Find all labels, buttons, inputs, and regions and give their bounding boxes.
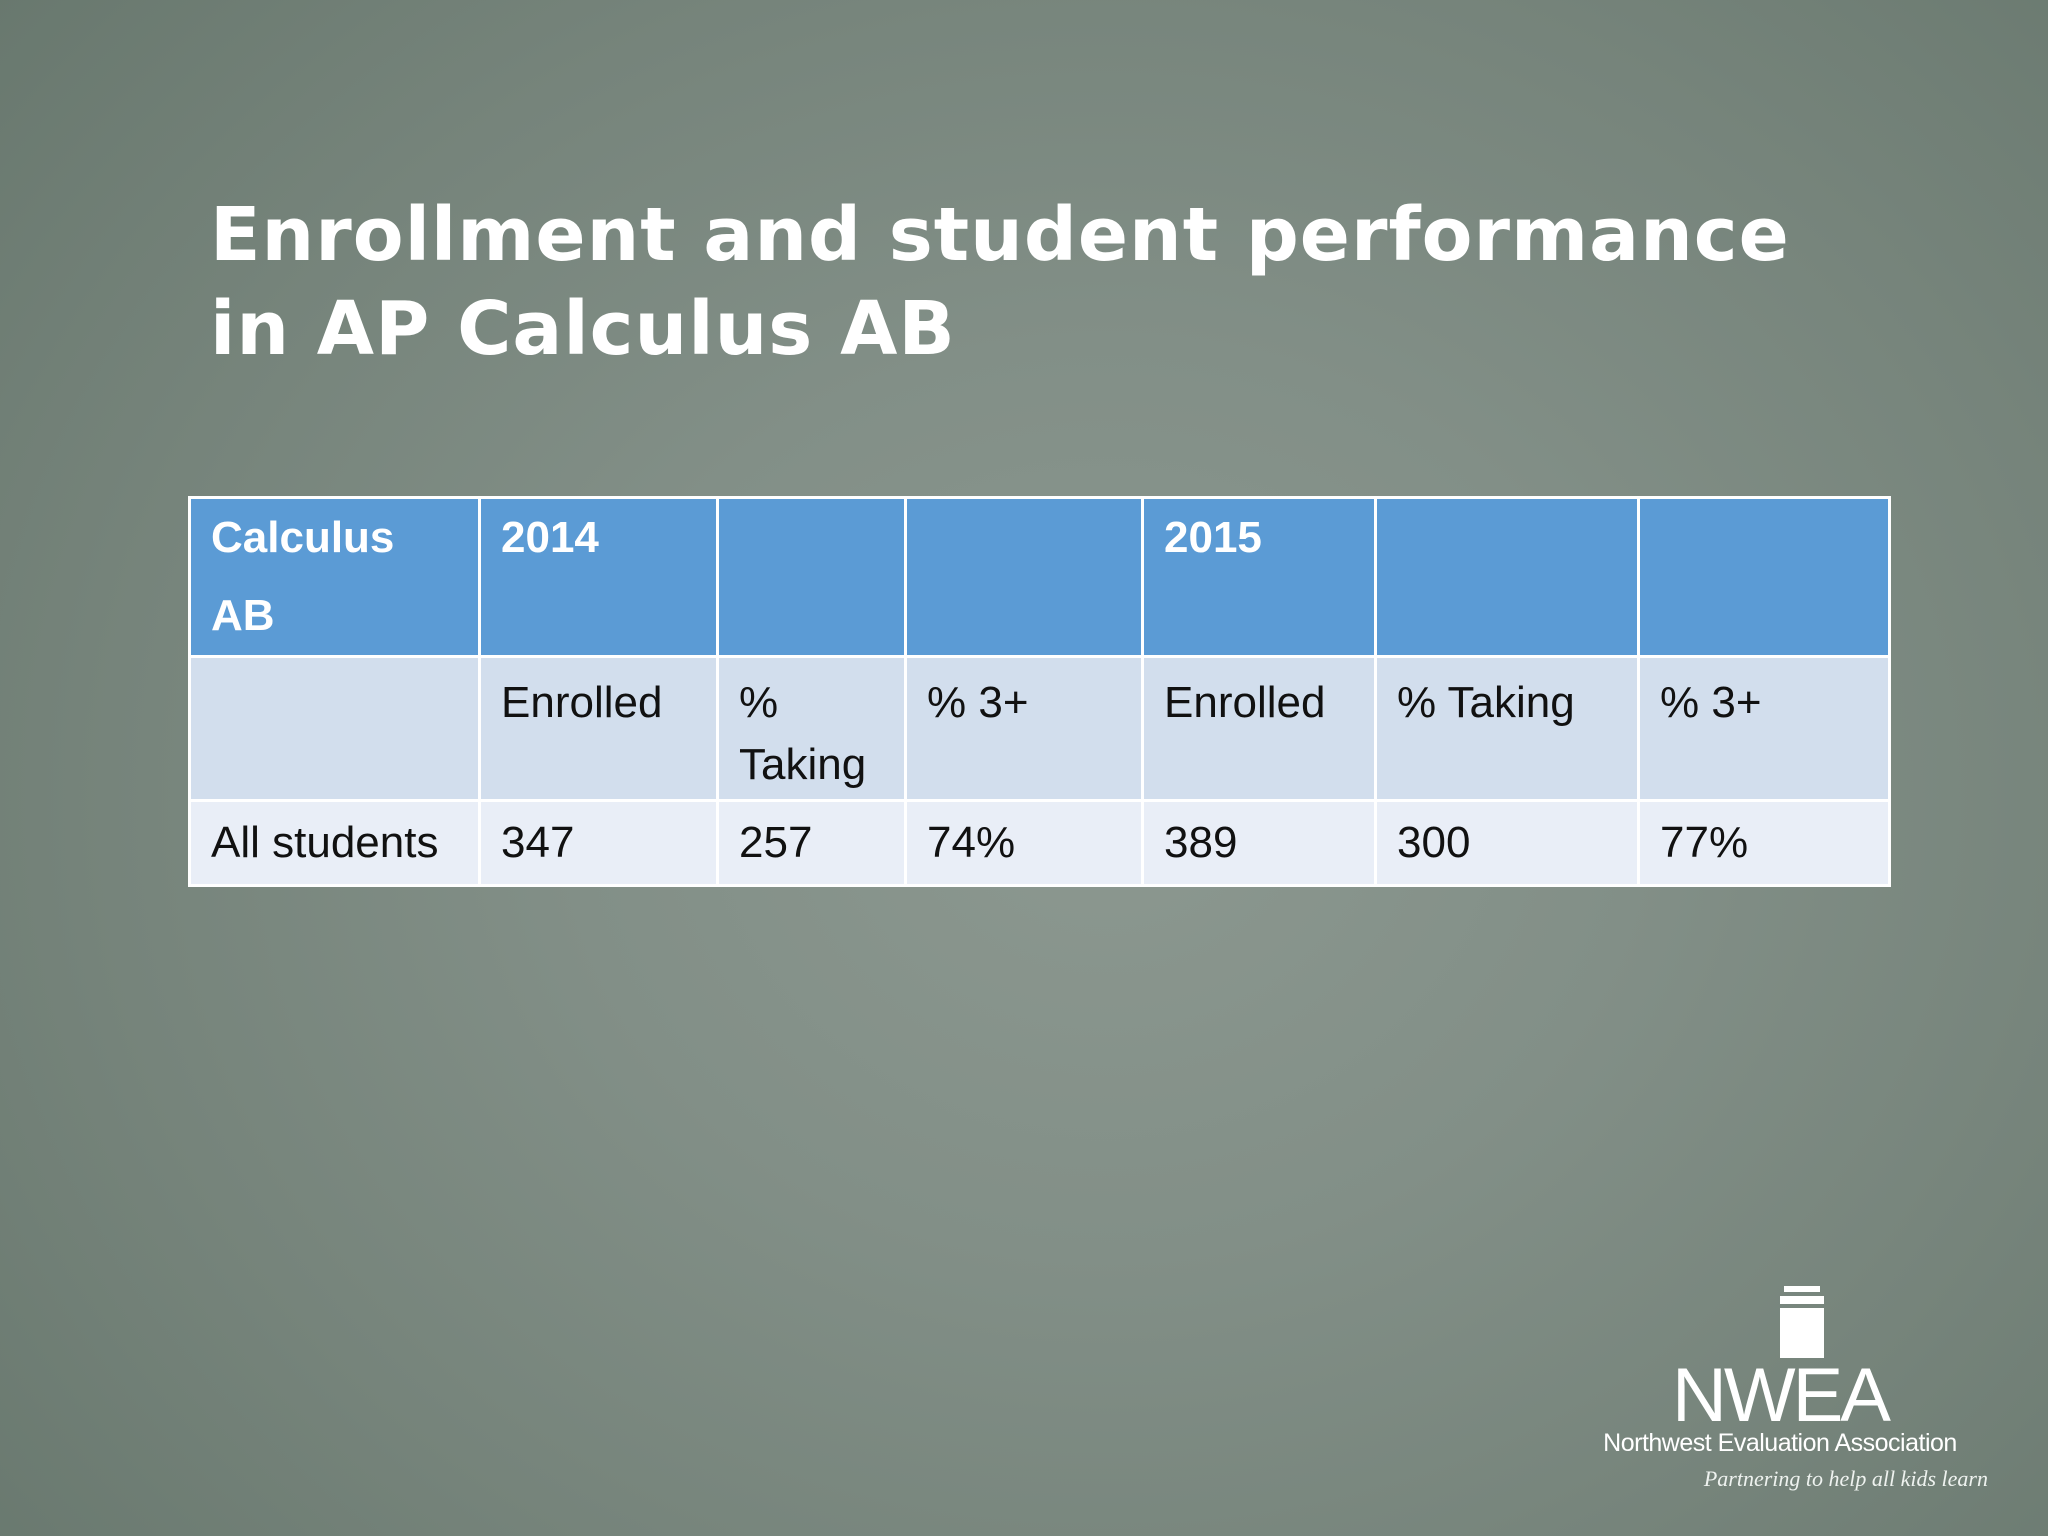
table-cell: 257	[716, 799, 907, 887]
table-row: All students 347 257 74% 389 300 77%	[188, 799, 1891, 887]
header-cell	[1374, 496, 1640, 658]
label-cell: Enrolled	[478, 655, 719, 802]
header-cell: 2014	[478, 496, 719, 658]
label-cell	[188, 655, 481, 802]
header-cell	[1637, 496, 1891, 658]
header-cell	[716, 496, 907, 658]
header-cell: Calculus AB	[188, 496, 481, 658]
slide-title: Enrollment and student performance in AP…	[210, 192, 1790, 372]
logo-wordmark: NWEA	[1672, 1353, 1891, 1438]
table-label-row: Enrolled % Taking % 3+ Enrolled % Taking…	[188, 655, 1891, 802]
nwea-logo-mark-icon	[1780, 1286, 1824, 1358]
label-cell: % 3+	[904, 655, 1144, 802]
label-cell: % Taking	[1374, 655, 1640, 802]
nwea-logo: NWEA Northwest Evaluation Association Pa…	[1580, 1286, 2000, 1496]
label-cell: % Taking	[716, 655, 907, 802]
table-cell: 300	[1374, 799, 1640, 887]
header-cell	[904, 496, 1144, 658]
header-cell: 2015	[1141, 496, 1377, 658]
ap-calculus-table: Calculus AB 2014 2015 Enrolled % Taking …	[188, 496, 1891, 887]
table-header-row: Calculus AB 2014 2015	[188, 496, 1891, 658]
logo-tagline: Partnering to help all kids learn	[1703, 1466, 1988, 1491]
label-cell: % 3+	[1637, 655, 1891, 802]
table-cell: All students	[188, 799, 481, 887]
table-cell: 347	[478, 799, 719, 887]
table-cell: 77%	[1637, 799, 1891, 887]
logo-organization: Northwest Evaluation Association	[1603, 1429, 1957, 1457]
label-cell: Enrolled	[1141, 655, 1377, 802]
table-cell: 389	[1141, 799, 1377, 887]
table-cell: 74%	[904, 799, 1144, 887]
